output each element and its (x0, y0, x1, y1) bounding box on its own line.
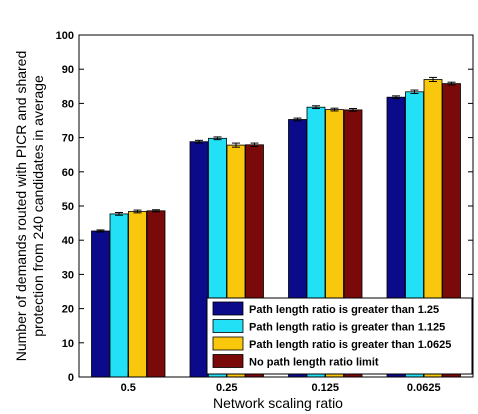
x-tick-label-0.0625: 0.0625 (407, 382, 441, 394)
legend: Path length ratio is greater than 1.25 Pa… (206, 297, 473, 375)
y-tick-label-30: 30 (62, 269, 74, 281)
y-tick-label-60: 60 (62, 167, 74, 179)
bar-0.5-series-3 (128, 211, 147, 378)
legend-swatch-4 (212, 354, 244, 368)
bars-layer (91, 76, 461, 378)
legend-swatch-3 (212, 336, 244, 351)
y-tick-label-50: 50 (62, 201, 74, 213)
legend-label-4: No path length ratio limit (249, 357, 379, 369)
y-tick-label-40: 40 (62, 235, 74, 247)
legend-label-1: Path length ratio is greater than 1.25 (249, 304, 439, 316)
x-axis-title: Network scaling ratio (213, 395, 343, 411)
y-tick-label-100: 100 (56, 30, 74, 42)
legend-label-3: Path length ratio is greater than 1.0625 (249, 339, 451, 351)
bar-0.5-series-4 (146, 210, 166, 378)
x-tick-label-0.5: 0.5 (121, 382, 136, 394)
y-tick-label-0: 0 (68, 372, 74, 384)
y-axis-title-line-1: Number of demands routed with PICR and s… (13, 51, 29, 362)
y-tick-label-70: 70 (62, 133, 74, 145)
x-tick-label-0.25: 0.25 (216, 382, 237, 394)
y-tick-label-10: 10 (62, 338, 74, 350)
y-tick-label-90: 90 (62, 64, 74, 76)
y-axis-title-line-2: protection from 240 candidates in averag… (30, 75, 46, 337)
legend-box (206, 297, 473, 375)
axes-layer: 0 10 20 30 40 50 60 70 80 90 100 0.5 0.25 0.125 0.0625 (56, 30, 474, 394)
x-tick-label-0.125: 0.125 (311, 382, 339, 394)
legend-swatch-2 (212, 319, 244, 333)
y-tick-label-80: 80 (62, 98, 74, 110)
y-tick-label-20: 20 (62, 304, 74, 316)
legend-swatch-1 (212, 301, 244, 316)
bar-0.5-series-2 (109, 213, 129, 378)
bar-0.5-series-1 (91, 230, 110, 378)
legend-label-2: Path length ratio is greater than 1.125 (249, 322, 445, 334)
bar-0.25-series-1 (189, 141, 209, 378)
